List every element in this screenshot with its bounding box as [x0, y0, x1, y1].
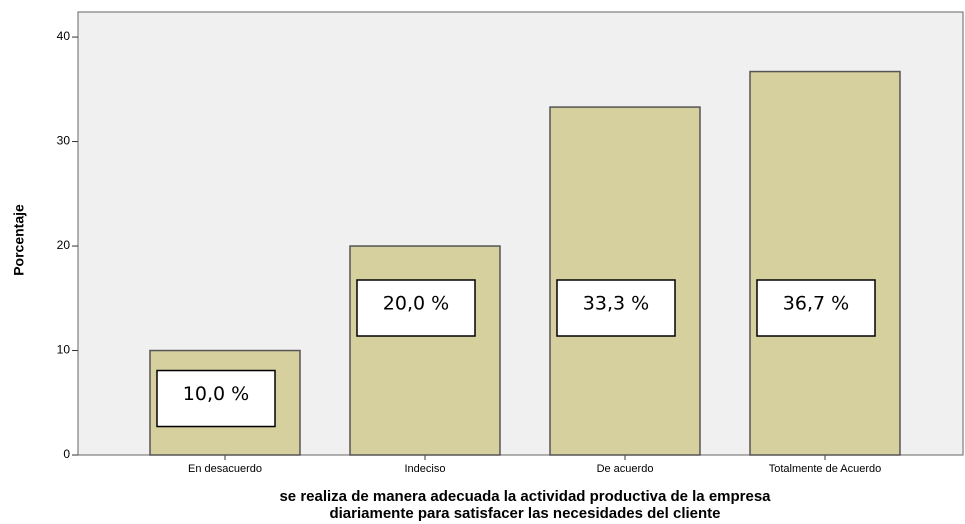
y-tick-label: 0: [63, 447, 70, 461]
value-label-box: [756, 279, 876, 337]
y-tick-label: 10: [57, 343, 71, 357]
value-label: 20,0 %: [383, 293, 449, 315]
value-label: 33,3 %: [583, 293, 649, 315]
value-label: 36,7 %: [783, 293, 849, 315]
y-tick-label: 30: [57, 134, 71, 148]
x-tick-label: Indeciso: [405, 463, 446, 475]
bar: [349, 245, 501, 456]
x-tick-label: En desacuerdo: [188, 463, 262, 475]
x-tick-label: Totalmente de Acuerdo: [769, 463, 882, 475]
value-label-box: [556, 279, 676, 337]
x-axis-label: se realiza de manera adecuada la activid…: [279, 488, 771, 505]
y-axis-label: Porcentaje: [11, 204, 27, 276]
x-tick-label: De acuerdo: [597, 463, 654, 475]
bar: [749, 70, 901, 456]
value-label-box: [156, 369, 276, 428]
value-label-box: [356, 279, 476, 337]
y-tick-label: 20: [57, 238, 71, 252]
x-axis-label: diariamente para satisfacer las necesida…: [329, 505, 720, 522]
y-tick-label: 40: [57, 29, 71, 43]
value-label: 10,0 %: [183, 383, 249, 405]
